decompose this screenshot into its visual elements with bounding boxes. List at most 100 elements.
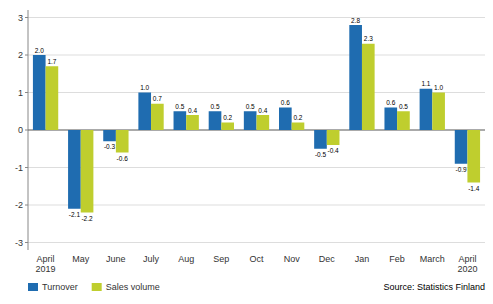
bar [68,130,81,209]
source-text: Source: Statistics Finland [383,282,485,292]
x-tick-label-line: Dec [319,254,336,264]
x-tick-label: Dec [319,254,336,264]
x-tick-label-line: 2020 [457,264,477,274]
x-tick-label-line: Jan [355,254,370,264]
data-label: 0.4 [188,107,197,114]
data-label: -0.3 [104,143,116,150]
x-tick-label-line: Feb [389,254,405,264]
x-tick-label: Aug [178,254,194,264]
data-label: 0.2 [293,114,302,121]
bar [116,130,129,153]
data-label: 0.6 [281,99,290,106]
bar [314,130,327,149]
data-label: 1.1 [421,80,430,87]
data-label: -0.9 [455,166,467,173]
x-tick-label: April2019 [36,254,56,274]
x-tick-label: Feb [389,254,405,264]
data-label: 0.7 [153,95,162,102]
x-tick-label-line: April [458,254,476,264]
legend: Turnover Sales volume [28,282,160,292]
x-tick-label: Jan [355,254,370,264]
x-tick-label-line: July [143,254,160,264]
x-tick-label: Sep [213,254,229,264]
data-label: 0.5 [175,103,184,110]
x-tick-label: May [72,254,90,264]
grid-line [28,17,485,18]
bar [455,130,468,164]
bar [138,93,151,131]
bar [467,130,480,183]
y-tick-label: 3 [18,13,23,23]
data-label: -0.4 [328,147,340,154]
bar [397,111,410,130]
y-tick-label: 1 [18,88,23,98]
bar [221,123,234,131]
bar [33,55,46,130]
x-tick-label-line: Oct [249,254,264,264]
x-tick-label-line: March [420,254,445,264]
x-tick-label-line: Sep [213,254,229,264]
x-tick-label-line: May [72,254,90,264]
bar [209,111,222,130]
data-label: -0.6 [117,155,129,162]
data-label: 2.3 [364,35,373,42]
bar [384,108,397,131]
data-label: 0.2 [223,114,232,121]
bar [257,115,270,130]
data-label: 0.5 [399,103,408,110]
x-tick-label-line: 2019 [36,264,56,274]
grid [28,18,485,243]
data-label: 0.5 [210,103,219,110]
bar [186,115,199,130]
y-tick-label: 2 [18,50,23,60]
x-tick-label: March [420,254,445,264]
legend-label: Turnover [42,282,78,292]
data-label: 2.0 [35,47,44,54]
bar [244,111,257,130]
x-tick-label-line: June [106,254,126,264]
data-label: -2.1 [69,211,81,218]
x-tick-label: June [106,254,126,264]
bar [432,93,445,131]
y-tick-label: -3 [15,238,23,248]
x-tick-label-line: April [37,254,55,264]
legend-swatch [28,283,38,291]
grid-line [28,242,485,243]
legend-swatch [92,283,102,291]
data-label: 1.0 [140,84,149,91]
bar [420,89,433,130]
data-labels: 2.0 -2.1 -0.3 1.0 0.5 0.5 0.5 0.6 -0.5 2.8 0.6 1.1 -… [35,17,480,222]
bar [349,25,362,130]
bar [327,130,340,145]
data-label: 2.8 [351,17,360,24]
bar [279,108,292,131]
x-tick-label: Nov [284,254,301,264]
x-tick-label: Oct [249,254,264,264]
grid-line [28,167,485,168]
data-label: 0.5 [246,103,255,110]
bar [151,104,164,130]
bar [174,111,187,130]
data-label: -1.4 [468,185,480,192]
grid-line [28,55,485,56]
x-tick-label-line: Aug [178,254,194,264]
chart: -3-2-101232.0-2.1-0.31.00.50.50.50.6-0.5… [0,0,493,304]
bars [33,25,480,213]
x-tick-label: April2020 [457,254,477,274]
data-label: 0.6 [386,99,395,106]
bar [81,130,94,213]
bar [362,44,375,130]
bar [103,130,116,141]
data-label: -2.2 [81,215,93,222]
grid-line [28,92,485,93]
bar [292,123,305,131]
data-label: 1.0 [434,84,443,91]
y-tick-label: 0 [18,125,23,135]
bar [46,66,59,130]
legend-label: Sales volume [106,282,160,292]
data-label: 1.7 [47,58,56,65]
y-tick-label: -1 [15,163,23,173]
data-label: -0.5 [315,151,327,158]
grid-line [28,205,485,206]
x-tick-label-line: Nov [284,254,301,264]
